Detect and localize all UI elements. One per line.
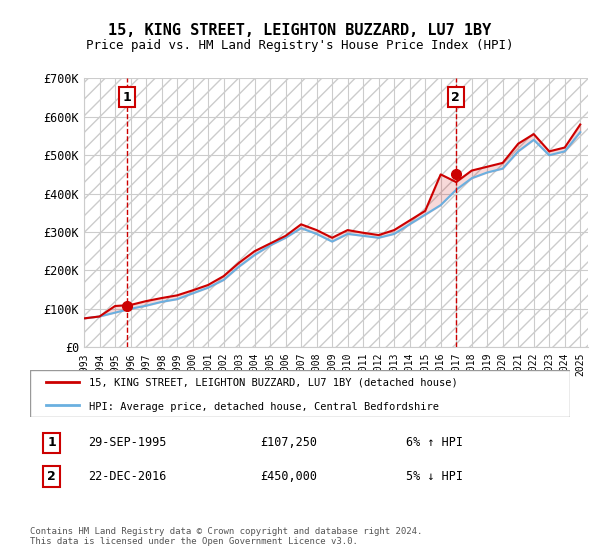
Text: 2: 2 [451,91,460,104]
Text: 1: 1 [47,436,56,449]
Text: 5% ↓ HPI: 5% ↓ HPI [407,470,464,483]
FancyBboxPatch shape [30,370,570,417]
Text: 6% ↑ HPI: 6% ↑ HPI [407,436,464,449]
Text: Contains HM Land Registry data © Crown copyright and database right 2024.
This d: Contains HM Land Registry data © Crown c… [30,526,422,546]
Text: 15, KING STREET, LEIGHTON BUZZARD, LU7 1BY (detached house): 15, KING STREET, LEIGHTON BUZZARD, LU7 1… [89,378,458,388]
Text: £107,250: £107,250 [260,436,318,449]
Text: 29-SEP-1995: 29-SEP-1995 [88,436,166,449]
Text: 1: 1 [122,91,131,104]
Text: 22-DEC-2016: 22-DEC-2016 [88,470,166,483]
Text: Price paid vs. HM Land Registry's House Price Index (HPI): Price paid vs. HM Land Registry's House … [86,39,514,53]
Text: £450,000: £450,000 [260,470,318,483]
Text: HPI: Average price, detached house, Central Bedfordshire: HPI: Average price, detached house, Cent… [89,402,439,412]
Text: 15, KING STREET, LEIGHTON BUZZARD, LU7 1BY: 15, KING STREET, LEIGHTON BUZZARD, LU7 1… [109,24,491,38]
Text: 2: 2 [47,470,56,483]
